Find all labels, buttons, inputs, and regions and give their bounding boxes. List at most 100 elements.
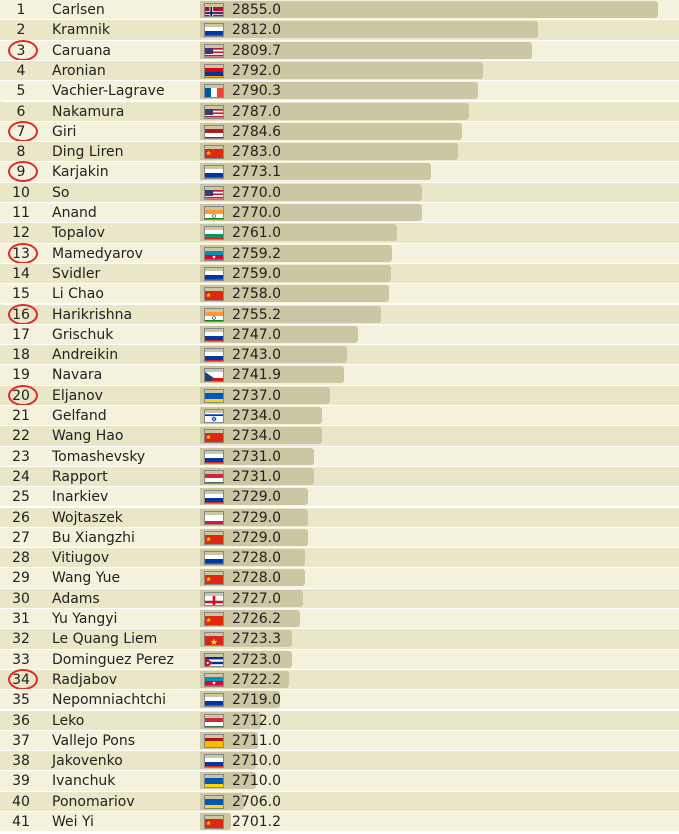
table-row: 21 Gelfand 2734.0 bbox=[0, 406, 679, 427]
player-name: Ding Liren bbox=[52, 144, 124, 161]
rating-bar bbox=[200, 61, 483, 79]
table-row: 14 Svidler 2759.0 bbox=[0, 263, 679, 285]
player-name: Li Chao bbox=[52, 286, 104, 303]
russia-flag-icon bbox=[204, 348, 224, 363]
rating-value: 2701.2 bbox=[232, 814, 281, 830]
table-row: 2 Kramnik 2812.0 bbox=[0, 20, 679, 41]
rating-bar bbox=[200, 1, 658, 18]
player-name: Giri bbox=[52, 123, 77, 140]
table-row: 6 Nakamura 2787.0 bbox=[0, 101, 679, 123]
player-name: Le Quang Liem bbox=[52, 631, 158, 648]
rank-label: 35 bbox=[12, 692, 30, 709]
rank-label: 26 bbox=[12, 509, 30, 526]
rank-label: 14 bbox=[12, 265, 30, 282]
table-row: 3 Caruana 2809.7 bbox=[0, 39, 679, 62]
rank-label: 10 bbox=[12, 184, 30, 201]
rank-label: 29 bbox=[12, 570, 30, 587]
player-name: Gelfand bbox=[52, 408, 107, 424]
rating-bar bbox=[200, 427, 322, 445]
rating-value: 2729.0 bbox=[232, 489, 281, 506]
rating-value: 2855.0 bbox=[232, 2, 281, 18]
rating-value: 2743.0 bbox=[232, 347, 281, 364]
rank-label: 8 bbox=[16, 144, 26, 161]
table-row: 22 Wang Hao 2734.0 bbox=[0, 426, 679, 447]
player-name: Inarkiev bbox=[52, 489, 109, 506]
rating-value: 2758.0 bbox=[232, 286, 281, 303]
rank-label: 27 bbox=[12, 529, 30, 546]
rank-label: 23 bbox=[12, 448, 30, 465]
rating-bar bbox=[200, 183, 422, 201]
table-row: 19 Navara 2741.9 bbox=[0, 365, 679, 386]
azerbaijan-flag-icon bbox=[204, 672, 224, 687]
rating-bar bbox=[200, 305, 381, 323]
rating-bar bbox=[200, 163, 431, 181]
table-row: 16 Harikrishna 2755.2 bbox=[0, 303, 679, 326]
rating-bar bbox=[200, 285, 389, 303]
rating-value: 2728.0 bbox=[232, 570, 281, 587]
table-row: 36 Leko 2712.0 bbox=[0, 710, 679, 732]
azerbaijan-flag-icon bbox=[204, 246, 224, 261]
rating-bar bbox=[200, 610, 301, 627]
rating-bar bbox=[200, 102, 470, 120]
rank-label: 18 bbox=[12, 347, 30, 364]
rank-label: 25 bbox=[12, 489, 30, 506]
highlight-circle bbox=[8, 384, 38, 406]
rating-value: 2727.0 bbox=[232, 590, 281, 607]
table-row: 12 Topalov 2761.0 bbox=[0, 223, 679, 244]
rating-bar bbox=[200, 549, 306, 567]
rating-value: 2759.0 bbox=[232, 265, 281, 282]
vietnam-flag-icon bbox=[204, 632, 224, 647]
player-name: Vitiugov bbox=[52, 550, 110, 567]
rating-value: 2706.0 bbox=[232, 793, 281, 810]
rating-value: 2759.2 bbox=[232, 245, 281, 262]
table-row: 17 Grischuk 2747.0 bbox=[0, 324, 679, 346]
hungary-flag-icon bbox=[204, 713, 224, 728]
hungary-flag-icon bbox=[204, 469, 224, 484]
player-name: Harikrishna bbox=[52, 306, 133, 323]
table-row: 4 Aronian 2792.0 bbox=[0, 60, 679, 82]
rank-label: 31 bbox=[12, 611, 30, 627]
russia-flag-icon bbox=[204, 266, 224, 281]
rank-label: 1 bbox=[16, 2, 26, 18]
usa-flag-icon bbox=[204, 185, 224, 200]
rank-label: 2 bbox=[16, 22, 26, 39]
armenia-flag-icon bbox=[204, 63, 224, 78]
table-row: 10 So 2770.0 bbox=[0, 182, 679, 204]
rating-value: 2729.0 bbox=[232, 529, 281, 546]
table-row: 39 Ivanchuk 2710.0 bbox=[0, 771, 679, 792]
rating-bar bbox=[200, 224, 397, 242]
rating-bar bbox=[200, 569, 306, 587]
russia-flag-icon bbox=[204, 490, 224, 505]
china-flag-icon bbox=[204, 429, 224, 444]
player-name: Dominguez Perez bbox=[52, 651, 174, 668]
israel-flag-icon bbox=[204, 409, 224, 423]
player-name: Wang Yue bbox=[52, 570, 121, 587]
player-name: Navara bbox=[52, 367, 103, 384]
rank-label: 24 bbox=[12, 468, 30, 485]
player-name: Vachier-Lagrave bbox=[52, 83, 165, 100]
rank-label: 5 bbox=[16, 83, 26, 100]
rating-bar bbox=[200, 143, 458, 161]
netherlands-flag-icon bbox=[204, 124, 224, 139]
rating-bar bbox=[200, 41, 532, 59]
china-flag-icon bbox=[204, 530, 224, 545]
russia-flag-icon bbox=[204, 754, 224, 769]
usa-flag-icon bbox=[204, 43, 224, 58]
russia-flag-icon bbox=[204, 551, 224, 566]
rating-value: 2770.0 bbox=[232, 184, 281, 201]
rating-value: 2729.0 bbox=[232, 509, 281, 526]
table-row: 32 Le Quang Liem 2723.3 bbox=[0, 629, 679, 650]
rating-value: 2726.2 bbox=[232, 611, 281, 627]
india-flag-icon bbox=[204, 206, 224, 220]
rating-value: 2784.6 bbox=[232, 123, 281, 140]
rank-label: 32 bbox=[12, 631, 30, 648]
player-name: Wojtaszek bbox=[52, 509, 123, 526]
table-row: 15 Li Chao 2758.0 bbox=[0, 284, 679, 305]
poland-flag-icon bbox=[204, 510, 224, 525]
highlight-circle bbox=[8, 668, 38, 690]
rank-label: 22 bbox=[12, 428, 30, 445]
player-name: Aronian bbox=[52, 62, 106, 79]
rating-bar bbox=[200, 21, 539, 39]
rank-label: 19 bbox=[12, 367, 30, 384]
player-name: Andreikin bbox=[52, 347, 119, 364]
